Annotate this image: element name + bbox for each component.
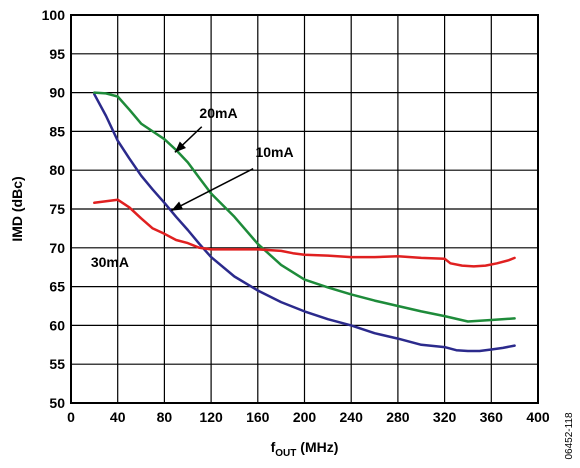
series-line-10mA	[93, 92, 516, 353]
y-tick-label: 85	[49, 123, 65, 139]
y-tick-label: 90	[49, 85, 65, 101]
y-axis-label: IMD (dBc)	[9, 176, 25, 241]
x-tick-label: 320	[433, 409, 457, 425]
x-tick-label: 0	[67, 409, 75, 425]
y-tick-label: 60	[49, 317, 65, 333]
series-layer	[93, 91, 516, 353]
y-tick-label: 100	[42, 7, 66, 23]
x-tick-label: 80	[157, 409, 173, 425]
x-axis-label-unit: (MHz)	[296, 439, 338, 455]
x-tick-label: 360	[480, 409, 504, 425]
annotation-10mA: 10mA	[255, 144, 293, 160]
annotation-arrowhead-20mA	[174, 141, 186, 153]
annotation-30mA: 30mA	[91, 254, 129, 270]
tick-labels: 0 40 80 120 160 200 240 280 320 360 400 50 55 60 65 70 7…	[42, 7, 550, 425]
x-tick-label: 400	[526, 409, 550, 425]
x-axis-label-sub: OUT	[275, 448, 296, 459]
annotation-arrow-line-10mA	[171, 167, 254, 212]
annotation-20mA: 20mA	[199, 105, 237, 121]
grid	[71, 15, 538, 403]
annotation-arrowhead-10mA	[171, 201, 184, 211]
y-tick-label: 80	[49, 162, 65, 178]
y-tick-label: 95	[49, 46, 65, 62]
series-line-30mA	[93, 198, 516, 268]
y-tick-label: 50	[49, 395, 65, 411]
series-line-20mA	[93, 91, 516, 323]
x-axis-label-main: f	[271, 439, 276, 455]
plot-frame	[70, 14, 539, 404]
y-tick-label: 70	[49, 240, 65, 256]
x-tick-label: 280	[386, 409, 410, 425]
figure-id: 06452-118	[564, 412, 575, 460]
x-tick-label: 200	[293, 409, 317, 425]
x-axis-label: fOUT (MHz)	[271, 439, 339, 459]
y-tick-label: 65	[49, 279, 65, 295]
y-tick-label: 55	[49, 356, 65, 372]
y-tick-label: 75	[49, 201, 65, 217]
annotation-layer: 20mA 10mA 30mA	[91, 105, 294, 270]
x-tick-label: 120	[199, 409, 223, 425]
x-tick-label: 240	[340, 409, 364, 425]
x-tick-label: 40	[110, 409, 126, 425]
x-tick-label: 160	[246, 409, 270, 425]
